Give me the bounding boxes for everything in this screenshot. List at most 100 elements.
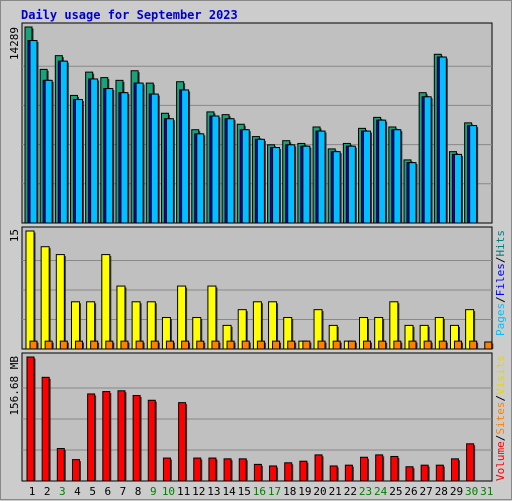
day-label: 9	[150, 485, 157, 498]
sites-bar	[256, 340, 265, 350]
volume-bar	[344, 464, 353, 482]
sites-bar	[408, 340, 417, 350]
pages-bar	[211, 115, 220, 224]
panel-bg-3	[21, 352, 493, 482]
volume-sites-visits-legend: Volume/Sites/Visits	[494, 355, 507, 481]
volume-bar	[284, 462, 293, 482]
volume-bar	[466, 443, 475, 482]
day-label: 27	[420, 485, 433, 498]
volume-ymax-label: 156.68 MB	[8, 356, 21, 416]
day-label: 2	[44, 485, 51, 498]
pages-bar	[317, 130, 326, 224]
legend-sites: Sites	[494, 402, 507, 435]
day-label: 19	[298, 485, 311, 498]
pages-bar	[165, 118, 174, 224]
sites-bar	[29, 340, 38, 350]
legend-hits: Hits	[494, 230, 507, 257]
volume-bar	[223, 458, 232, 482]
day-label: 22	[344, 485, 357, 498]
visits-ymax-label: 15	[8, 229, 21, 242]
volume-bar	[56, 448, 65, 482]
sites-bar	[393, 340, 402, 350]
pages-bar	[453, 153, 462, 224]
day-label: 16	[253, 485, 266, 498]
volume-bar	[147, 399, 156, 482]
volume-bar	[314, 454, 323, 482]
legend-files: Files	[494, 263, 507, 296]
volume-bar	[253, 463, 262, 482]
volume-bar	[71, 459, 80, 482]
volume-bar	[375, 454, 384, 482]
day-label: 17	[268, 485, 281, 498]
pages-bar	[378, 119, 387, 224]
day-label: 13	[207, 485, 220, 498]
sites-bar	[423, 340, 432, 350]
day-label: 1	[29, 485, 36, 498]
volume-bar	[269, 465, 278, 482]
pages-bar	[302, 145, 311, 224]
pages-bar	[74, 99, 83, 224]
pages-bar	[408, 162, 417, 224]
pages-bar	[44, 79, 53, 224]
legend-volume: Volume	[494, 441, 507, 481]
sites-bar	[165, 340, 174, 350]
sites-bar	[438, 340, 447, 350]
hits-ymax-label: 14289	[8, 27, 21, 60]
day-label: 29	[450, 485, 463, 498]
pages-bar	[196, 133, 205, 224]
visits-bar	[207, 285, 217, 350]
sites-bar	[74, 340, 83, 350]
volume-bar	[390, 455, 399, 482]
day-label: 24	[374, 485, 388, 498]
visits-bar	[177, 285, 187, 350]
pages-bar	[287, 144, 296, 224]
day-label: 14	[222, 485, 236, 498]
day-label: 21	[329, 485, 342, 498]
hits-files-pages-legend: Pages/Files/Hits	[494, 230, 507, 336]
volume-bar	[238, 458, 247, 482]
sites-bar	[226, 340, 235, 350]
volume-bar	[117, 390, 126, 482]
sites-bar	[59, 340, 68, 350]
sites-bar	[135, 340, 144, 350]
sites-bar	[453, 340, 462, 350]
day-label: 10	[162, 485, 175, 498]
legend-separator: /	[494, 296, 507, 303]
volume-bar	[87, 393, 96, 482]
sites-bar	[272, 340, 281, 350]
volume-bar	[329, 465, 338, 482]
pages-bar	[423, 96, 432, 224]
pages-bar	[241, 129, 250, 224]
pages-bar	[135, 82, 144, 224]
sites-bar	[363, 340, 372, 350]
day-label: 25	[389, 485, 402, 498]
pages-bar	[272, 147, 281, 224]
day-label: 23	[359, 485, 372, 498]
sites-bar	[347, 340, 356, 350]
legend-separator: /	[494, 435, 507, 442]
volume-bar	[132, 395, 141, 482]
volume-bar	[360, 456, 369, 482]
pages-bar	[393, 129, 402, 224]
volume-bar	[102, 391, 111, 482]
sites-bar	[120, 340, 129, 350]
sites-bar	[378, 340, 387, 350]
volume-bar	[26, 356, 35, 482]
volume-bar	[299, 460, 308, 482]
volume-bar	[405, 466, 414, 482]
legend-separator: /	[494, 395, 507, 402]
sites-bar	[241, 340, 250, 350]
pages-bar	[347, 145, 356, 224]
volume-bar	[193, 457, 202, 482]
day-label: 15	[238, 485, 251, 498]
day-label: 8	[135, 485, 142, 498]
visits-bar	[116, 285, 126, 350]
pages-bar	[29, 40, 38, 224]
sites-bar	[90, 340, 99, 350]
visits-bar	[40, 246, 50, 350]
sites-bar	[317, 340, 326, 350]
legend-pages: Pages	[494, 303, 507, 336]
day-label: 26	[404, 485, 417, 498]
